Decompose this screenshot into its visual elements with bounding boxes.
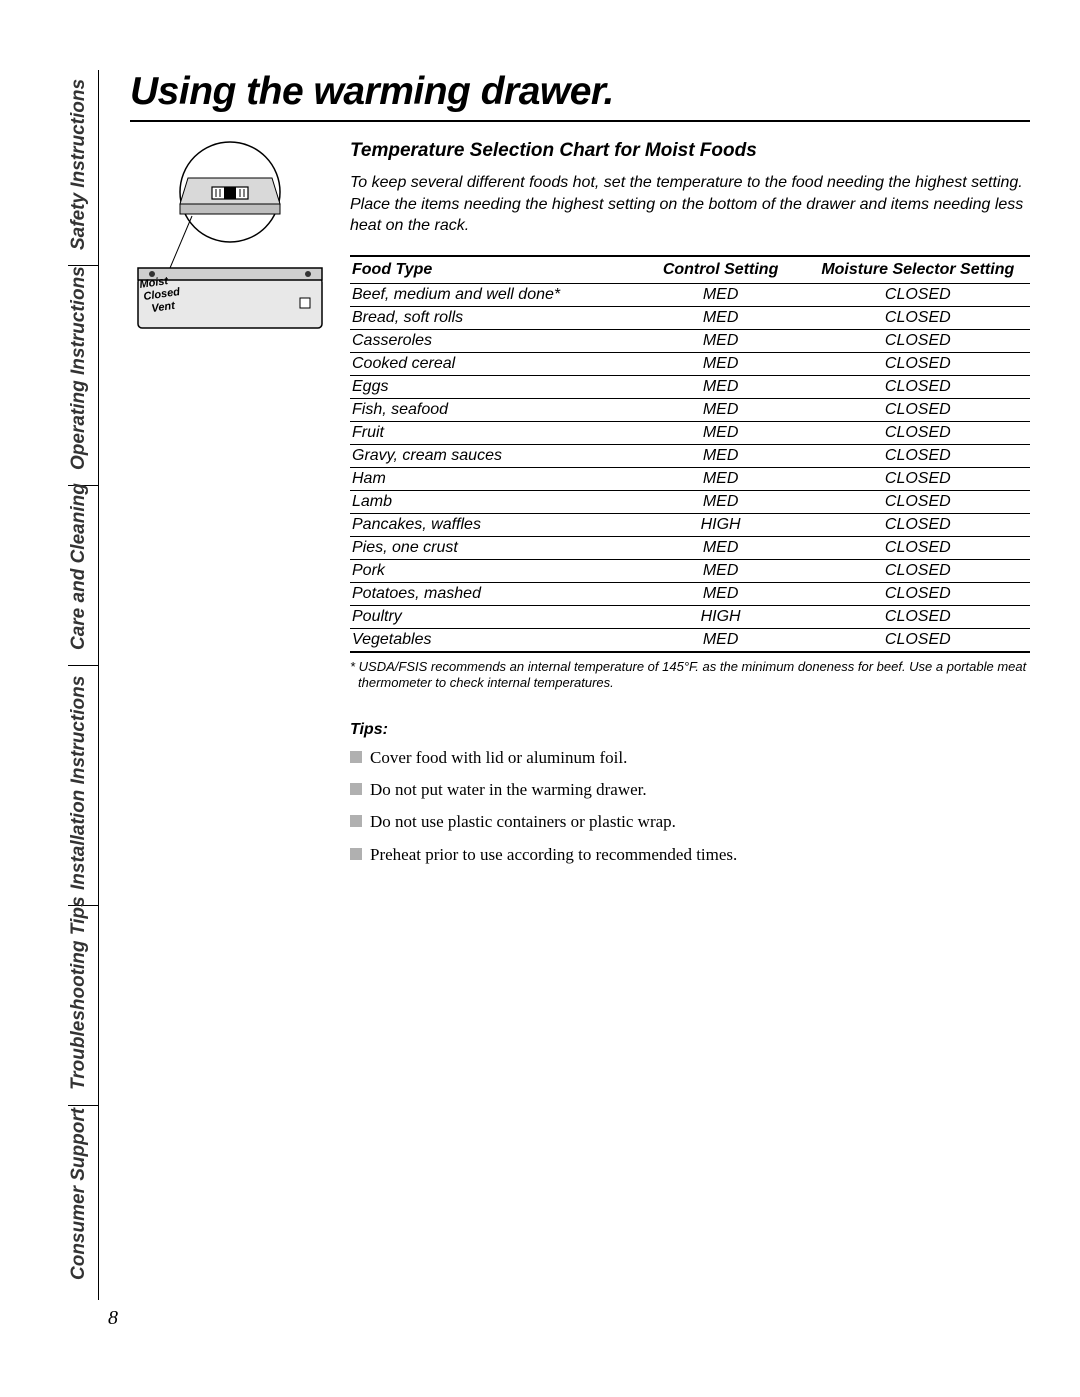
cell-control: MED bbox=[636, 582, 806, 605]
page: Safety Instructions Operating Instructio… bbox=[60, 70, 1040, 1350]
cell-moisture: CLOSED bbox=[806, 536, 1030, 559]
cell-moisture: CLOSED bbox=[806, 329, 1030, 352]
cell-food: Pies, one crust bbox=[350, 536, 636, 559]
cell-moisture: CLOSED bbox=[806, 605, 1030, 628]
cell-food: Lamb bbox=[350, 490, 636, 513]
sidebar-tabs: Safety Instructions Operating Instructio… bbox=[60, 70, 100, 1300]
table-row: Gravy, cream saucesMEDCLOSED bbox=[350, 444, 1030, 467]
table-row: Cooked cerealMEDCLOSED bbox=[350, 352, 1030, 375]
table-row: FruitMEDCLOSED bbox=[350, 421, 1030, 444]
tab-consumer: Consumer Support bbox=[68, 1108, 90, 1280]
table-row: EggsMEDCLOSED bbox=[350, 375, 1030, 398]
tab-installation: Installation Instructions bbox=[68, 676, 90, 890]
tab-separator bbox=[68, 665, 98, 666]
cell-control: MED bbox=[636, 306, 806, 329]
cell-moisture: CLOSED bbox=[806, 582, 1030, 605]
drawer-diagram-icon: Moist Closed Vent bbox=[130, 140, 330, 340]
cell-food: Pork bbox=[350, 559, 636, 582]
cell-moisture: CLOSED bbox=[806, 352, 1030, 375]
cell-food: Ham bbox=[350, 467, 636, 490]
table-row: LambMEDCLOSED bbox=[350, 490, 1030, 513]
cell-moisture: CLOSED bbox=[806, 444, 1030, 467]
tab-safety: Safety Instructions bbox=[68, 79, 90, 250]
table-row: Pancakes, wafflesHIGHCLOSED bbox=[350, 513, 1030, 536]
tab-operating: Operating Instructions bbox=[68, 266, 90, 470]
tips-list: Cover food with lid or aluminum foil. Do … bbox=[350, 747, 1030, 865]
cell-control: HIGH bbox=[636, 513, 806, 536]
cell-food: Beef, medium and well done* bbox=[350, 283, 636, 306]
table-row: CasserolesMEDCLOSED bbox=[350, 329, 1030, 352]
cell-food: Gravy, cream sauces bbox=[350, 444, 636, 467]
table-row: PorkMEDCLOSED bbox=[350, 559, 1030, 582]
table-row: Potatoes, mashedMEDCLOSED bbox=[350, 582, 1030, 605]
cell-moisture: CLOSED bbox=[806, 467, 1030, 490]
cell-control: MED bbox=[636, 375, 806, 398]
cell-moisture: CLOSED bbox=[806, 283, 1030, 306]
cell-control: MED bbox=[636, 490, 806, 513]
tip-item: Cover food with lid or aluminum foil. bbox=[350, 747, 1030, 769]
cell-food: Poultry bbox=[350, 605, 636, 628]
cell-food: Cooked cereal bbox=[350, 352, 636, 375]
cell-food: Fish, seafood bbox=[350, 398, 636, 421]
table-row: Bread, soft rollsMEDCLOSED bbox=[350, 306, 1030, 329]
cell-control: MED bbox=[636, 444, 806, 467]
cell-moisture: CLOSED bbox=[806, 398, 1030, 421]
tip-item: Preheat prior to use according to recomm… bbox=[350, 844, 1030, 866]
tip-item: Do not put water in the warming drawer. bbox=[350, 779, 1030, 801]
cell-food: Eggs bbox=[350, 375, 636, 398]
page-number: 8 bbox=[108, 1307, 118, 1330]
table-row: Pies, one crustMEDCLOSED bbox=[350, 536, 1030, 559]
page-title: Using the warming drawer. bbox=[130, 70, 1030, 114]
cell-moisture: CLOSED bbox=[806, 421, 1030, 444]
tab-separator bbox=[68, 1105, 98, 1106]
cell-food: Potatoes, mashed bbox=[350, 582, 636, 605]
cell-food: Pancakes, waffles bbox=[350, 513, 636, 536]
tips-heading: Tips: bbox=[350, 721, 1030, 739]
table-footnote: * USDA/FSIS recommends an internal tempe… bbox=[350, 659, 1030, 692]
cell-moisture: CLOSED bbox=[806, 628, 1030, 652]
cell-control: MED bbox=[636, 559, 806, 582]
tab-care: Care and Cleaning bbox=[68, 483, 90, 650]
table-row: VegetablesMEDCLOSED bbox=[350, 628, 1030, 652]
cell-food: Fruit bbox=[350, 421, 636, 444]
sidebar-rule bbox=[98, 70, 99, 1300]
cell-control: MED bbox=[636, 352, 806, 375]
cell-control: MED bbox=[636, 628, 806, 652]
cell-food: Bread, soft rolls bbox=[350, 306, 636, 329]
cell-control: MED bbox=[636, 398, 806, 421]
col-header-control: Control Setting bbox=[636, 256, 806, 284]
cell-moisture: CLOSED bbox=[806, 513, 1030, 536]
col-header-moisture: Moisture Selector Setting bbox=[806, 256, 1030, 284]
section-intro: To keep several different foods hot, set… bbox=[350, 172, 1030, 237]
temperature-table: Food Type Control Setting Moisture Selec… bbox=[350, 255, 1030, 653]
cell-moisture: CLOSED bbox=[806, 306, 1030, 329]
title-rule bbox=[130, 120, 1030, 122]
tip-item: Do not use plastic containers or plastic… bbox=[350, 811, 1030, 833]
table-row: Fish, seafoodMEDCLOSED bbox=[350, 398, 1030, 421]
col-header-food: Food Type bbox=[350, 256, 636, 284]
cell-control: MED bbox=[636, 283, 806, 306]
cell-food: Vegetables bbox=[350, 628, 636, 652]
table-row: HamMEDCLOSED bbox=[350, 467, 1030, 490]
cell-control: HIGH bbox=[636, 605, 806, 628]
table-row: PoultryHIGHCLOSED bbox=[350, 605, 1030, 628]
section-heading: Temperature Selection Chart for Moist Fo… bbox=[350, 140, 1030, 162]
cell-control: MED bbox=[636, 536, 806, 559]
cell-moisture: CLOSED bbox=[806, 375, 1030, 398]
tab-troubleshooting: Troubleshooting Tips bbox=[68, 896, 90, 1090]
cell-moisture: CLOSED bbox=[806, 490, 1030, 513]
cell-moisture: CLOSED bbox=[806, 559, 1030, 582]
cell-control: MED bbox=[636, 329, 806, 352]
cell-food: Casseroles bbox=[350, 329, 636, 352]
illustration: Moist Closed Vent bbox=[130, 140, 330, 876]
content-area: Using the warming drawer. bbox=[130, 70, 1030, 876]
table-row: Beef, medium and well done*MEDCLOSED bbox=[350, 283, 1030, 306]
cell-control: MED bbox=[636, 467, 806, 490]
cell-control: MED bbox=[636, 421, 806, 444]
